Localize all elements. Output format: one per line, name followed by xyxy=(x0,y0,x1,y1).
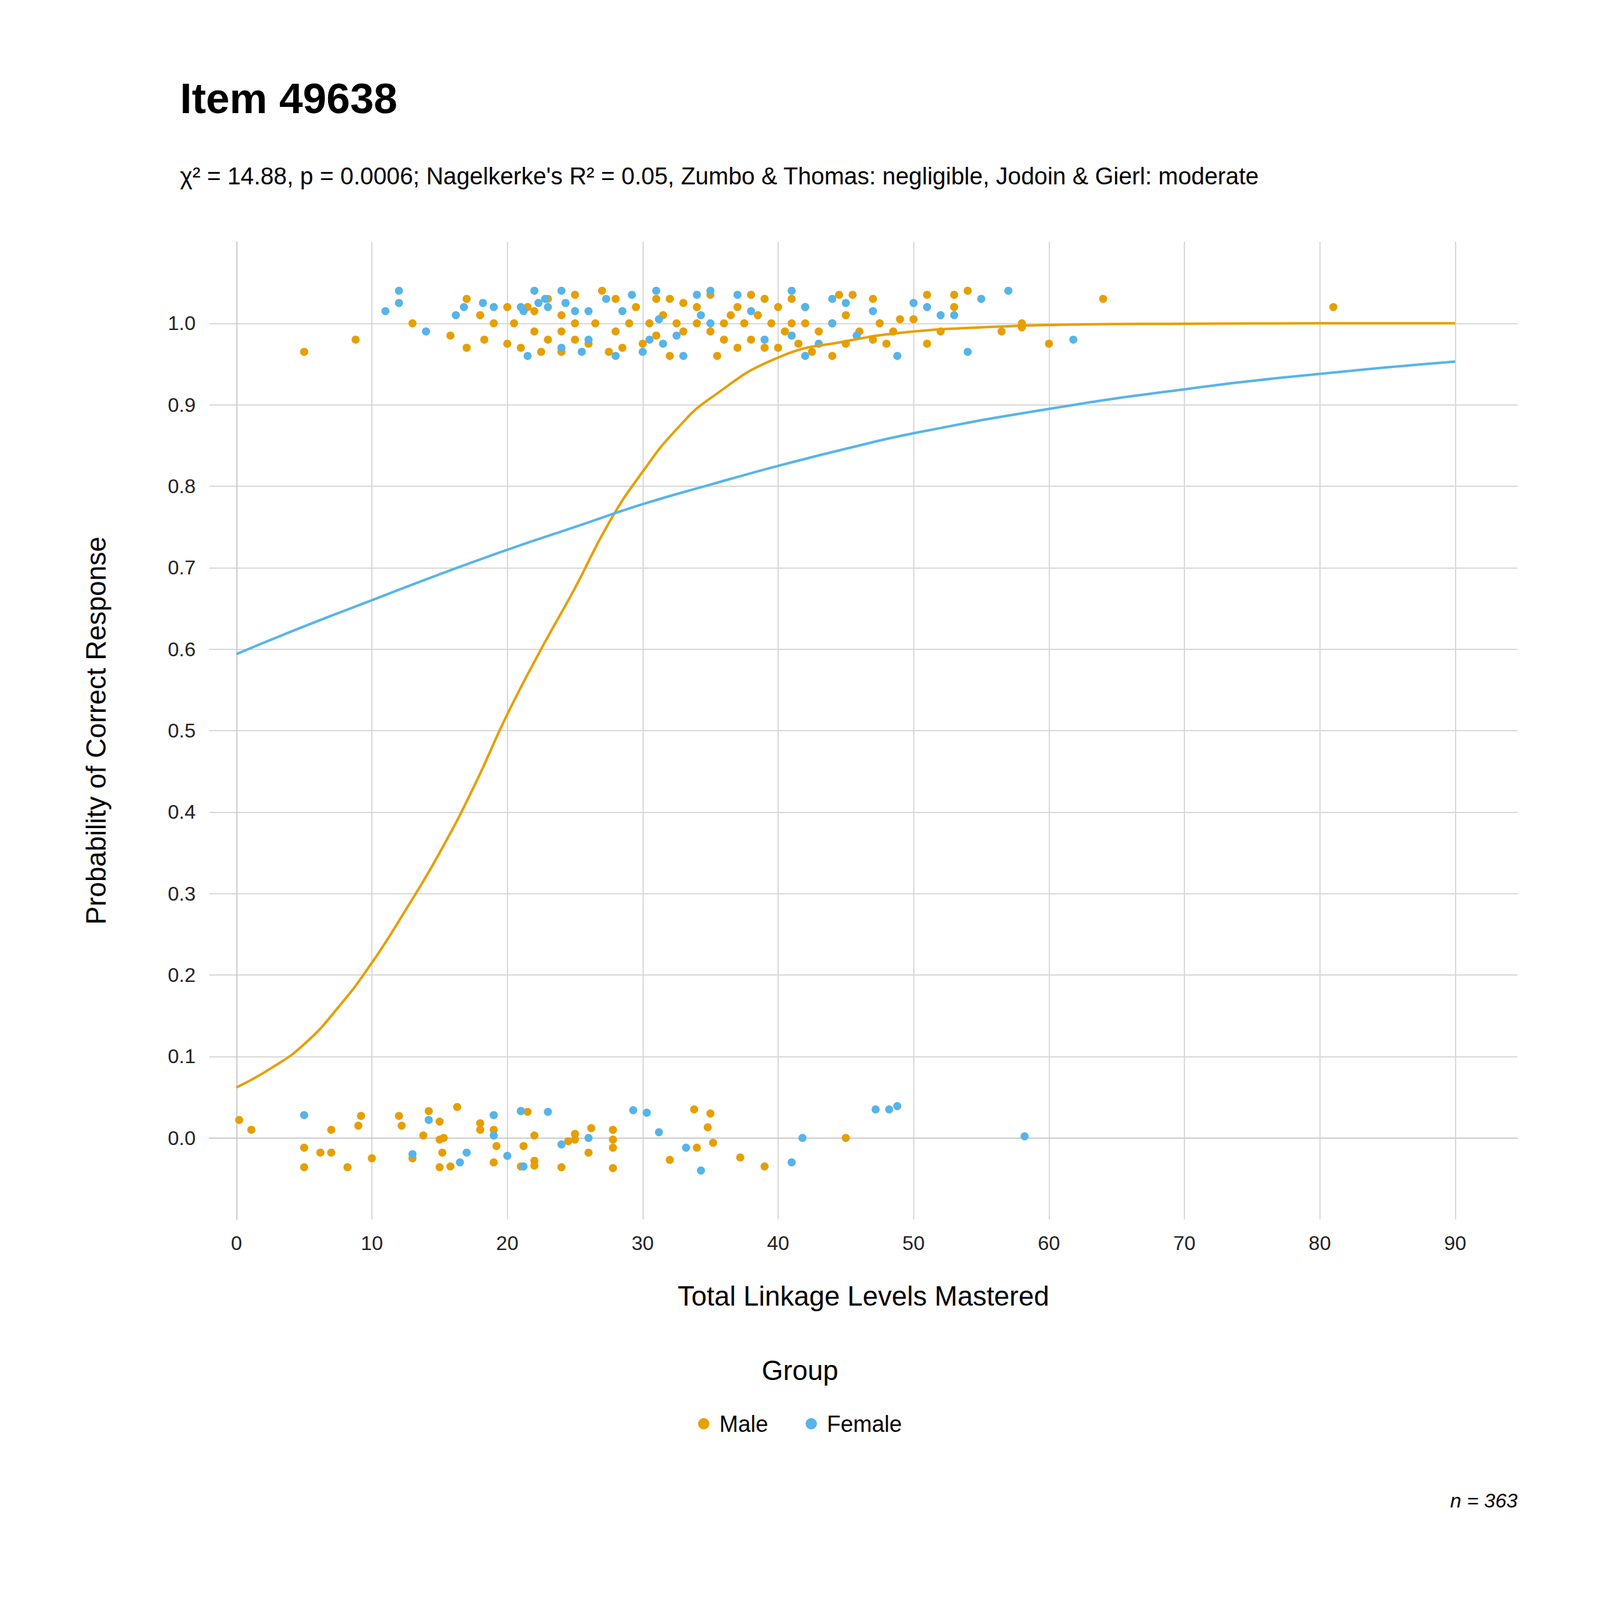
svg-text:40: 40 xyxy=(766,1231,790,1255)
svg-text:0.4: 0.4 xyxy=(168,800,196,824)
svg-text:10: 10 xyxy=(360,1231,384,1255)
svg-text:80: 80 xyxy=(1308,1231,1332,1255)
svg-text:60: 60 xyxy=(1038,1231,1061,1255)
svg-text:χ² = 14.88, p = 0.0006; Nagelk: χ² = 14.88, p = 0.0006; Nagelkerke's R² … xyxy=(180,163,1259,190)
svg-text:0.1: 0.1 xyxy=(168,1045,196,1068)
svg-text:0.2: 0.2 xyxy=(168,963,196,987)
svg-text:0.5: 0.5 xyxy=(168,719,196,742)
svg-text:50: 50 xyxy=(902,1231,925,1255)
svg-text:Total Linkage Levels Mastered: Total Linkage Levels Mastered xyxy=(677,1280,1049,1312)
svg-text:0.3: 0.3 xyxy=(168,882,196,905)
svg-text:Male: Male xyxy=(719,1411,769,1437)
svg-text:0.0: 0.0 xyxy=(168,1126,196,1150)
svg-text:30: 30 xyxy=(631,1231,655,1255)
svg-text:1.0: 1.0 xyxy=(168,311,196,335)
svg-text:20: 20 xyxy=(496,1231,519,1255)
svg-text:90: 90 xyxy=(1444,1231,1467,1255)
svg-text:Probability of Correct Respons: Probability of Correct Response xyxy=(80,536,112,925)
svg-text:Female: Female xyxy=(826,1411,902,1437)
svg-text:70: 70 xyxy=(1173,1231,1196,1255)
svg-text:0.8: 0.8 xyxy=(168,475,196,498)
svg-text:n = 363: n = 363 xyxy=(1450,1489,1518,1512)
svg-text:Item 49638: Item 49638 xyxy=(180,74,398,122)
svg-text:0.7: 0.7 xyxy=(168,556,196,579)
svg-text:Group: Group xyxy=(761,1355,839,1386)
svg-text:0.9: 0.9 xyxy=(168,393,196,417)
svg-text:0: 0 xyxy=(230,1231,242,1255)
svg-text:0.6: 0.6 xyxy=(168,638,196,661)
